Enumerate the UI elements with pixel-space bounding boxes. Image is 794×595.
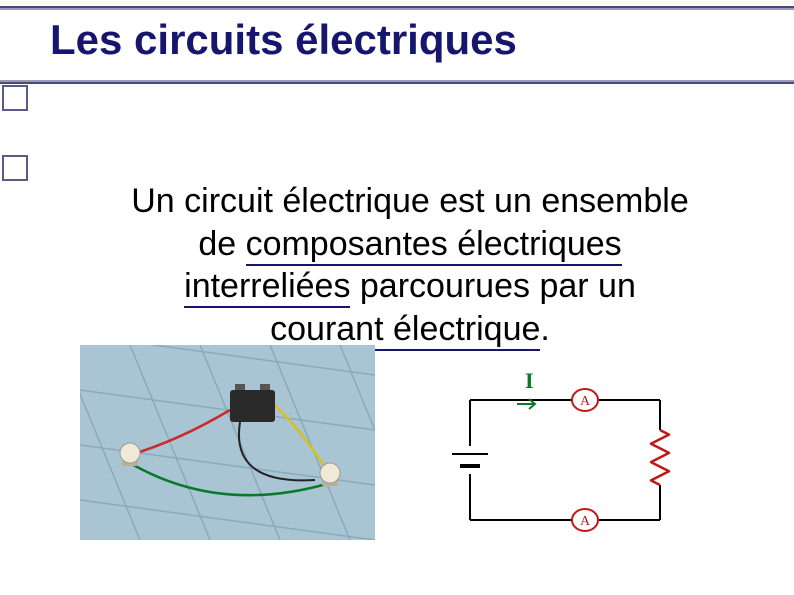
schematic-diagram: A A I xyxy=(445,360,705,550)
photo-circuit xyxy=(80,345,375,540)
header-line-bottom xyxy=(0,80,794,84)
svg-text:I: I xyxy=(525,368,534,393)
svg-text:A: A xyxy=(580,514,591,529)
page-title: Les circuits électriques xyxy=(50,16,517,64)
marker-square xyxy=(2,85,28,111)
slide: Les circuits électriques Un circuit élec… xyxy=(0,0,794,595)
svg-text:A: A xyxy=(580,394,591,409)
marker-square xyxy=(2,155,28,181)
body-text: Un circuit électrique est un ensemblede … xyxy=(80,180,740,350)
header-line-top xyxy=(0,6,794,10)
